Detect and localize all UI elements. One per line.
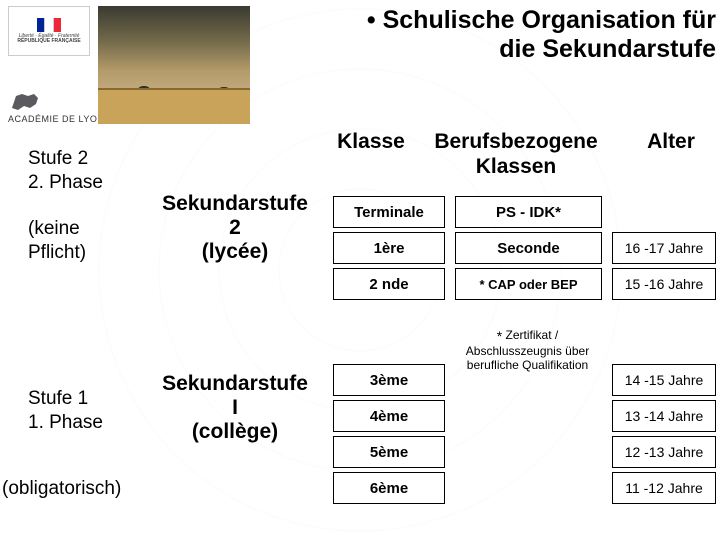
cell-beruf-r2: Seconde: [455, 232, 602, 264]
cell-klasse-1ere: 1ère: [333, 232, 445, 264]
header-alter: Alter: [626, 130, 716, 154]
section-lycee: Sekundarstufe 2 (lycée): [146, 192, 324, 264]
cell-alter-r5: 13 -14 Jahre: [612, 400, 716, 432]
cell-klasse-4eme: 4ème: [333, 400, 445, 432]
logo-rf-name: RÉPUBLIQUE FRANÇAISE: [17, 39, 80, 44]
cell-alter-r2: 16 -17 Jahre: [612, 232, 716, 264]
flag-red: [54, 18, 61, 32]
certificate-note: * Zertifikat / Abschlusszeugnis über ber…: [455, 328, 600, 372]
logo-lyon-text: ACADÉMIE DE LYON: [8, 114, 108, 124]
lycee-l2: 2: [229, 216, 241, 239]
stage1-l2: 1. Phase: [28, 412, 138, 434]
cell-klasse-2nde: 2 nde: [333, 268, 445, 300]
cell-alter-r7: 11 -12 Jahre: [612, 472, 716, 504]
header-klasse: Klasse: [326, 130, 416, 154]
cell-klasse-3eme: 3ème: [333, 364, 445, 396]
stage1-oblig: (obligatorisch): [2, 478, 121, 500]
header-beruf: Berufsbezogene: [416, 130, 616, 154]
title-line1: • Schulische Organisation für: [367, 6, 716, 34]
stage1-l1: Stufe 1: [28, 388, 138, 410]
stage2-l2: 2. Phase: [28, 172, 138, 194]
slide-title: • Schulische Organisation für die Sekund…: [276, 6, 716, 64]
cell-alter-r6: 12 -13 Jahre: [612, 436, 716, 468]
college-l3: (collège): [192, 420, 278, 443]
stage2-sub1: (keine: [28, 218, 138, 240]
cell-alter-r3: 15 -16 Jahre: [612, 268, 716, 300]
cell-beruf-r1: PS - IDK*: [455, 196, 602, 228]
cell-klasse-5eme: 5ème: [333, 436, 445, 468]
lion-icon: [8, 88, 42, 112]
logo-republique-francaise: Liberté · Égalité · Fraternité RÉPUBLIQU…: [8, 6, 90, 56]
classroom-photo: [98, 6, 250, 124]
cell-klasse-6eme: 6ème: [333, 472, 445, 504]
title-line2: die Sekundarstufe: [499, 35, 716, 63]
logo-academie-lyon: ACADÉMIE DE LYON: [8, 88, 108, 124]
college-l1: Sekundarstufe: [162, 372, 308, 395]
section-college: Sekundarstufe I (collège): [146, 372, 324, 444]
flag-white: [44, 18, 53, 32]
flag-blue: [37, 18, 44, 32]
college-l2: I: [232, 396, 238, 419]
cell-beruf-r3: * CAP oder BEP: [455, 268, 602, 300]
stage2-sub2: Pflicht): [28, 242, 138, 264]
lycee-l1: Sekundarstufe: [162, 192, 308, 215]
stage2-l1: Stufe 2: [28, 148, 138, 170]
header-klassen: Klassen: [416, 155, 616, 179]
cert-text: Zertifikat / Abschlusszeugnis über beruf…: [466, 328, 589, 372]
cell-klasse-terminale: Terminale: [333, 196, 445, 228]
lycee-l3: (lycée): [202, 240, 269, 263]
cell-alter-r4: 14 -15 Jahre: [612, 364, 716, 396]
